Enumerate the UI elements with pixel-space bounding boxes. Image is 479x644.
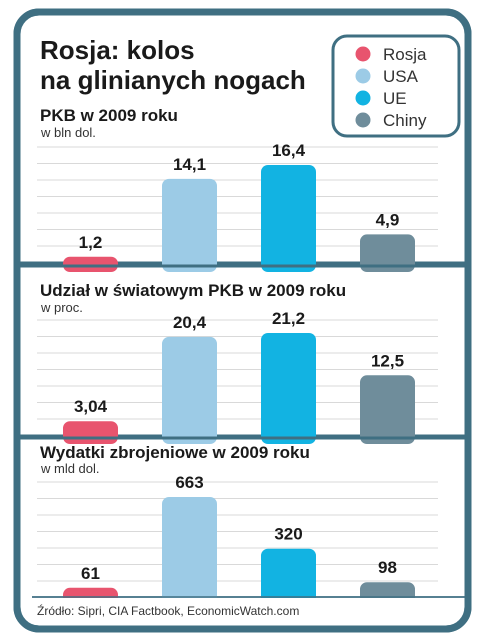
chart-title: Wydatki zbrojeniowe w 2009 roku bbox=[40, 443, 310, 462]
data-label: 663 bbox=[175, 473, 203, 492]
legend-label: UE bbox=[383, 89, 407, 108]
data-label: 21,2 bbox=[272, 309, 305, 328]
chart-title: PKB w 2009 roku bbox=[40, 106, 178, 125]
chart-subtitle: w proc. bbox=[40, 300, 83, 315]
legend-label: Chiny bbox=[383, 111, 427, 130]
data-label: 1,2 bbox=[79, 233, 103, 252]
section-divider-overlay bbox=[20, 264, 465, 268]
legend-label: Rosja bbox=[383, 45, 427, 64]
data-label: 4,9 bbox=[376, 210, 400, 229]
bar bbox=[162, 336, 217, 444]
legend-swatch bbox=[355, 68, 371, 84]
data-label: 320 bbox=[274, 525, 302, 544]
section-divider-overlay bbox=[20, 436, 465, 440]
legend-swatch bbox=[355, 112, 371, 128]
bar bbox=[63, 421, 118, 444]
outer-frame-stroke bbox=[13, 8, 472, 633]
data-label: 98 bbox=[378, 558, 397, 577]
bar bbox=[261, 548, 316, 605]
bar bbox=[360, 375, 415, 444]
data-label: 14,1 bbox=[173, 155, 206, 174]
legend-swatch bbox=[355, 90, 371, 106]
main-title-line: Rosja: kolos bbox=[40, 35, 195, 65]
data-label: 61 bbox=[81, 564, 100, 583]
source-band bbox=[20, 598, 465, 606]
bar bbox=[63, 256, 118, 272]
bar bbox=[261, 333, 316, 444]
legend-swatch bbox=[355, 46, 371, 62]
data-label: 3,04 bbox=[74, 397, 108, 416]
data-label: 16,4 bbox=[272, 141, 306, 160]
bar bbox=[162, 178, 217, 272]
bar bbox=[360, 234, 415, 272]
source-note: Źródło: Sipri, CIA Factbook, EconomicWat… bbox=[37, 603, 299, 618]
legend-label: USA bbox=[383, 67, 419, 86]
chart-subtitle: w bln dol. bbox=[40, 125, 96, 140]
data-label: 12,5 bbox=[371, 351, 404, 370]
bar bbox=[261, 165, 316, 272]
chart-title: Udział w światowym PKB w 2009 roku bbox=[40, 281, 346, 300]
data-label: 20,4 bbox=[173, 313, 207, 332]
bar bbox=[162, 497, 217, 605]
main-title-line: na glinianych nogach bbox=[40, 65, 306, 95]
chart-subtitle: w mld dol. bbox=[40, 461, 100, 476]
